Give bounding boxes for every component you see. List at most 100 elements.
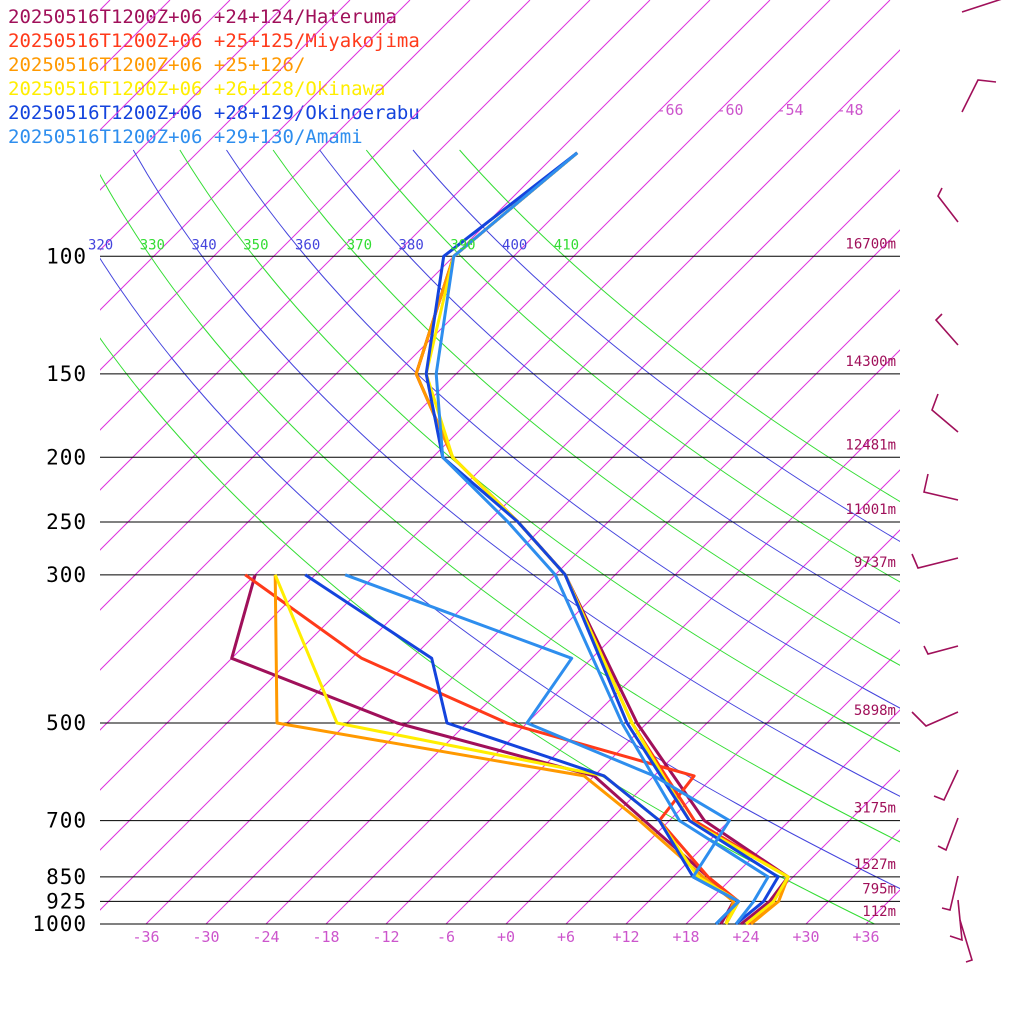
temperature-tick-label: +0 — [497, 928, 515, 946]
temperature-tick-label: -24 — [252, 928, 279, 946]
series-2-dewpoint-line — [273, 574, 736, 925]
pressure-label: 1000 — [32, 912, 87, 936]
dry-adiabat-390 — [365, 149, 900, 583]
wind-barbs — [911, 0, 1002, 963]
pressure-label: 500 — [46, 711, 87, 735]
legend-entry-amami: 20250516T1200Z+06 +29+130/Amami — [8, 126, 363, 148]
temperature-tick-label: +36 — [852, 928, 879, 946]
isotherm-line — [100, 0, 471, 371]
series-4-dewpoint-line — [304, 573, 741, 925]
pressure-label: 100 — [46, 244, 87, 268]
isotherm-line — [100, 49, 900, 851]
temperature-tick-label: -30 — [192, 928, 219, 946]
height-label: 16700m — [845, 236, 896, 252]
isotherm-line — [0, 0, 50, 924]
isotherm-line — [100, 0, 831, 731]
legend-entry-okinawa: 20250516T1200Z+06 +26+128/Okinawa — [8, 78, 386, 100]
wind-barb — [923, 473, 959, 501]
dry-adiabat-340 — [132, 149, 900, 797]
pressure-label: 850 — [46, 865, 87, 889]
height-label: 3175m — [854, 801, 896, 817]
temperature-tick-label: -12 — [372, 928, 399, 946]
dry-adiabat-400 — [412, 149, 900, 543]
series-3-dewpoint-line — [273, 574, 741, 925]
height-label: 14300m — [845, 354, 896, 370]
wind-barb — [937, 817, 959, 852]
isotherm-line — [865, 889, 900, 925]
isotherm-line — [926, 0, 1024, 924]
series-5-temperature-line — [434, 151, 770, 925]
axis-labels: 100 16700m 150 14300m 200 12481m 250 11001m 300 9… — [32, 101, 896, 946]
temperature-tick-label: -36 — [132, 928, 159, 946]
isotherm-grid — [0, 0, 1024, 925]
height-label: 1527m — [854, 857, 896, 873]
isotherm-line — [100, 109, 900, 911]
wind-barb — [911, 711, 959, 727]
theta-label: 360 — [295, 237, 320, 253]
wind-barb — [923, 645, 959, 655]
theta-label: 330 — [140, 237, 165, 253]
isotherm-line — [100, 0, 231, 131]
dry-adiabat-330 — [100, 173, 900, 843]
isotherm-line — [100, 0, 591, 491]
theta-label: 390 — [450, 237, 475, 253]
theta-label: 410 — [554, 237, 579, 253]
temperature-tick-label: -6 — [437, 928, 455, 946]
temperature-tick-label: +6 — [557, 928, 575, 946]
isotherm-line — [445, 469, 900, 925]
temperature-tick-label: -18 — [312, 928, 339, 946]
pressure-label: 250 — [46, 510, 87, 534]
series-0-dewpoint-line — [230, 574, 736, 925]
isotherm-label: -66 — [656, 101, 683, 119]
isotherm-line — [265, 289, 900, 925]
isotherm-line — [805, 829, 900, 925]
isotherm-line — [685, 709, 900, 925]
temperature-tick-label: +24 — [732, 928, 759, 946]
legend-entry-miyakojima: 20250516T1200Z+06 +25+125/Miyakojima — [8, 30, 420, 52]
isotherm-line — [100, 0, 651, 551]
isotherm-label: -48 — [836, 101, 863, 119]
wind-barb — [949, 899, 963, 942]
dry-adiabat-410 — [459, 149, 900, 503]
isotherm-line — [100, 0, 711, 611]
isotherm-line — [100, 0, 291, 191]
series-4-temperature-line — [424, 151, 780, 925]
theta-label: 380 — [399, 237, 424, 253]
theta-label: 350 — [243, 237, 268, 253]
wind-barb — [933, 769, 959, 802]
dry-adiabat-370 — [272, 149, 900, 666]
temperature-tick-label: +18 — [672, 928, 699, 946]
temperature-tick-label: +30 — [792, 928, 819, 946]
wind-barb — [934, 313, 959, 346]
isotherm-line — [565, 589, 900, 925]
sounding-series — [230, 151, 790, 925]
isotherm-line — [100, 0, 351, 251]
wind-barb — [959, 919, 973, 963]
wind-barb — [961, 79, 997, 113]
wind-barb — [911, 553, 959, 569]
height-label: 12481m — [845, 437, 896, 453]
dry-adiabat-380 — [319, 149, 900, 624]
isotherm-line — [325, 349, 900, 925]
dry-adiabat-360 — [226, 149, 900, 709]
series-3-temperature-line — [424, 151, 790, 925]
pressure-label: 925 — [46, 889, 87, 913]
dry-adiabat-350 — [179, 149, 900, 753]
isotherm-line — [145, 169, 900, 925]
isotherm-line — [986, 0, 1024, 924]
pressure-label: 300 — [46, 563, 87, 587]
legend-entry-okinoerabu: 20250516T1200Z+06 +28+129/Okinoerabu — [8, 102, 420, 124]
theta-label: 340 — [191, 237, 216, 253]
isotherm-label: -60 — [716, 101, 743, 119]
pressure-label: 700 — [46, 809, 87, 833]
wind-barb — [937, 187, 959, 223]
pressure-label: 150 — [46, 362, 87, 386]
legend-entry-hateruma: 20250516T1200Z+06 +24+124/Hateruma — [8, 6, 397, 28]
wind-barb — [961, 0, 1002, 13]
wind-barb — [931, 393, 959, 433]
isotherm-line — [385, 409, 900, 925]
isotherm-line — [100, 0, 531, 431]
theta-label: 320 — [88, 237, 113, 253]
dry-adiabat-320 — [100, 257, 900, 890]
